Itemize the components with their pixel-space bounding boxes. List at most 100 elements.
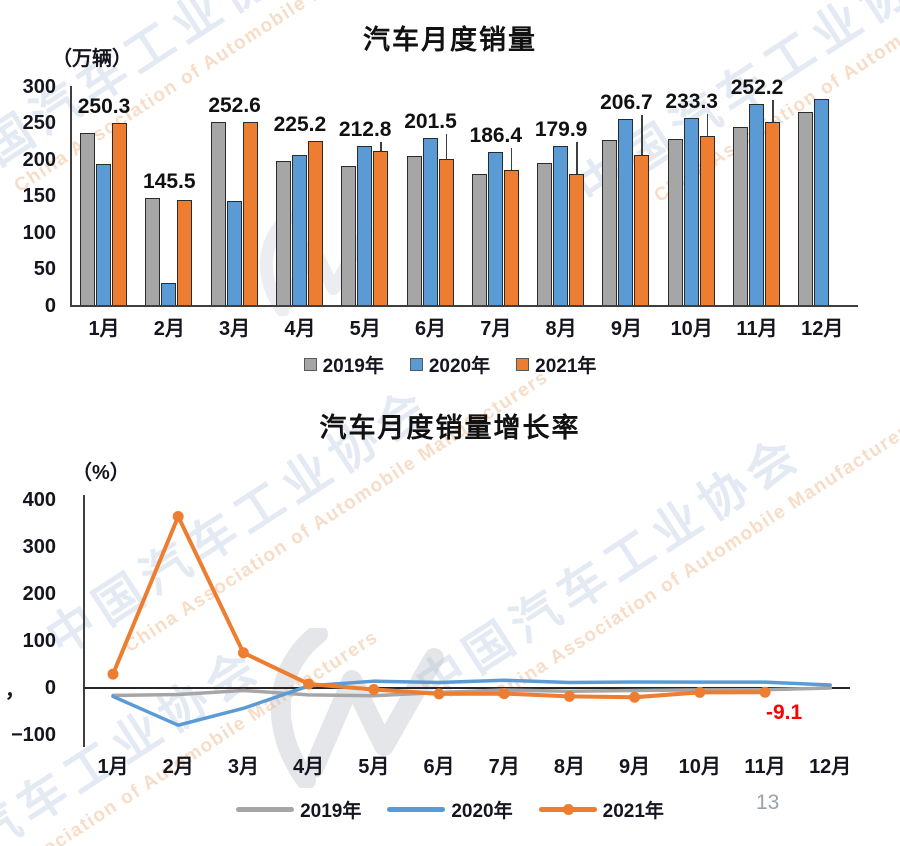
bar-2020年-9月 xyxy=(618,118,634,306)
bar-2019年-12月 xyxy=(798,111,814,306)
bar-chart-y-tick: 250 xyxy=(22,112,56,135)
bar-chart-x-tick: 8月 xyxy=(545,318,577,340)
legend-item-2019年: 2019年 xyxy=(236,796,361,823)
stray-comma-text: ， xyxy=(5,680,25,702)
bar-chart-x-tick: 7月 xyxy=(480,318,512,340)
line-chart-y-tick: 100 xyxy=(22,630,56,652)
bar-2020年-7月 xyxy=(487,151,503,306)
legend-swatch-icon xyxy=(409,358,423,371)
legend-item-2020年: 2020年 xyxy=(409,351,491,378)
line-marker-2021年 xyxy=(368,683,380,695)
bar-chart-x-tick: 10月 xyxy=(670,318,713,340)
line-chart-x-tick: 4月 xyxy=(293,756,325,778)
bar-2019年-10月 xyxy=(667,139,683,306)
bar-2020年-12月 xyxy=(814,99,830,306)
bar-2021年-9月 xyxy=(634,154,650,306)
legend-line-icon xyxy=(236,807,295,812)
line-chart-y-tick: 0 xyxy=(44,677,56,699)
bar-2020年-2月 xyxy=(161,282,177,306)
bar-chart-y-tick: 150 xyxy=(22,185,56,208)
bar-chart-x-tick: 9月 xyxy=(610,318,642,340)
bar-2019年-4月 xyxy=(275,161,291,306)
bar-label-leader-6月 xyxy=(445,133,447,159)
line-chart-x-tick: 12月 xyxy=(809,756,852,778)
line-chart-title: 汽车月度销量增长率 xyxy=(319,413,581,443)
bar-data-label-8月: 179.9 xyxy=(534,118,588,142)
bar-label-leader-8月 xyxy=(576,142,578,175)
growth-annotation: -9.1 xyxy=(766,701,803,724)
line-chart-x-tick: 9月 xyxy=(619,756,651,778)
bar-2020年-4月 xyxy=(291,154,307,306)
bar-chart-y-axis xyxy=(70,86,72,307)
line-chart-x-tick: 5月 xyxy=(358,756,390,778)
bar-2019年-7月 xyxy=(471,173,487,306)
line-marker-2021年 xyxy=(433,688,445,700)
line-chart-y-tick: 200 xyxy=(22,583,56,605)
line-marker-2021年 xyxy=(563,690,575,702)
bar-2021年-11月 xyxy=(765,121,780,306)
bar-data-label-7月: 186.4 xyxy=(469,123,523,147)
bar-2020年-10月 xyxy=(683,118,699,306)
bar-label-leader-11月 xyxy=(772,99,774,122)
legend-item-2019年: 2019年 xyxy=(303,351,384,378)
bar-label-leader-9月 xyxy=(641,114,643,155)
bar-2021年-10月 xyxy=(699,135,715,306)
line-chart-x-tick: 1月 xyxy=(97,756,129,778)
bar-2021年-8月 xyxy=(569,174,585,306)
bar-data-label-4月: 225.2 xyxy=(273,113,327,137)
bar-2021年-5月 xyxy=(373,150,389,306)
bar-2019年-9月 xyxy=(602,140,618,306)
line-marker-2021年 xyxy=(629,691,641,703)
bar-2019年-6月 xyxy=(406,155,422,306)
bar-2019年-1月 xyxy=(80,133,95,306)
line-chart-y-axis xyxy=(83,495,85,747)
legend-item-2021年: 2021年 xyxy=(538,796,664,823)
bar-chart-x-tick: 2月 xyxy=(153,318,185,340)
legend-label: 2019年 xyxy=(300,801,362,822)
bar-2021年-3月 xyxy=(242,121,258,306)
bar-chart-unit-label: （万辆） xyxy=(52,48,132,70)
bar-2019年-2月 xyxy=(145,197,161,306)
bar-2021年-2月 xyxy=(177,199,193,306)
bar-data-label-1月: 250.3 xyxy=(77,95,131,119)
bar-chart-x-tick: 5月 xyxy=(349,318,381,340)
page-number: 13 xyxy=(756,791,780,814)
bar-data-label-10月: 233.3 xyxy=(665,90,718,114)
bar-chart-y-tick: 300 xyxy=(22,76,56,98)
bar-chart-x-tick: 4月 xyxy=(284,318,316,340)
line-chart-x-tick: 8月 xyxy=(553,756,585,778)
line-chart-legend: 2019年 2020年 2021年 xyxy=(0,796,900,823)
bar-2019年-8月 xyxy=(537,162,553,306)
legend-label: 2020年 xyxy=(428,356,491,377)
legend-swatch-icon xyxy=(303,358,317,371)
bar-data-label-6月: 201.5 xyxy=(404,109,457,133)
bar-2021年-6月 xyxy=(438,158,454,306)
line-chart-y-tick: 300 xyxy=(22,536,56,558)
line-chart-unit-label: （%） xyxy=(72,462,130,484)
bar-chart-title: 汽车月度销量 xyxy=(363,25,537,55)
legend-line-icon xyxy=(387,807,446,812)
bar-chart-x-axis xyxy=(70,305,858,307)
bar-label-leader-7月 xyxy=(510,147,513,170)
bar-2020年-8月 xyxy=(553,146,569,306)
bar-data-label-3月: 252.6 xyxy=(208,93,261,117)
bar-chart-y-tick: 100 xyxy=(22,221,56,244)
legend-item-2020年: 2020年 xyxy=(387,796,513,823)
legend-line-icon xyxy=(538,804,597,815)
bar-2020年-5月 xyxy=(357,145,373,306)
bar-2021年-7月 xyxy=(503,169,519,306)
legend-label: 2021年 xyxy=(535,356,597,377)
line-chart-x-tick: 3月 xyxy=(227,756,259,778)
line-marker-2021年 xyxy=(172,511,184,523)
bar-data-label-5月: 212.8 xyxy=(338,117,392,141)
bar-2020年-11月 xyxy=(749,103,764,306)
bar-data-label-11月: 252.2 xyxy=(730,75,784,99)
line-chart-x-tick: 2月 xyxy=(162,756,194,778)
line-chart-x-tick: 6月 xyxy=(423,756,455,778)
bar-2019年-5月 xyxy=(341,166,357,306)
bar-label-leader-10月 xyxy=(706,114,709,136)
bar-chart-x-tick: 12月 xyxy=(801,318,844,340)
bar-data-label-9月: 206.7 xyxy=(600,90,653,114)
bar-2020年-1月 xyxy=(96,164,111,306)
